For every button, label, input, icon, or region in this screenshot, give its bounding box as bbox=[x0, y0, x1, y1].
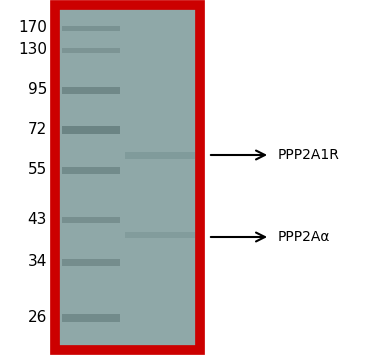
Bar bbox=[62, 48, 120, 53]
Text: PPP2A1R: PPP2A1R bbox=[278, 148, 340, 162]
Bar bbox=[125, 232, 195, 238]
Bar bbox=[62, 26, 120, 31]
Bar bbox=[55, 5, 200, 350]
Text: 130: 130 bbox=[18, 42, 47, 58]
Bar bbox=[62, 86, 120, 94]
Text: 55: 55 bbox=[28, 162, 47, 177]
Bar bbox=[62, 258, 120, 266]
Text: PPP2Aα: PPP2Aα bbox=[278, 230, 331, 244]
Text: 34: 34 bbox=[28, 255, 47, 270]
Text: 26: 26 bbox=[28, 310, 47, 325]
Bar bbox=[62, 126, 120, 134]
Text: 95: 95 bbox=[28, 82, 47, 98]
Text: 43: 43 bbox=[28, 212, 47, 228]
Bar bbox=[125, 152, 195, 158]
Bar bbox=[62, 314, 120, 322]
Bar bbox=[62, 217, 120, 223]
Text: 72: 72 bbox=[28, 122, 47, 138]
Text: 170: 170 bbox=[18, 21, 47, 36]
Bar bbox=[62, 166, 120, 174]
